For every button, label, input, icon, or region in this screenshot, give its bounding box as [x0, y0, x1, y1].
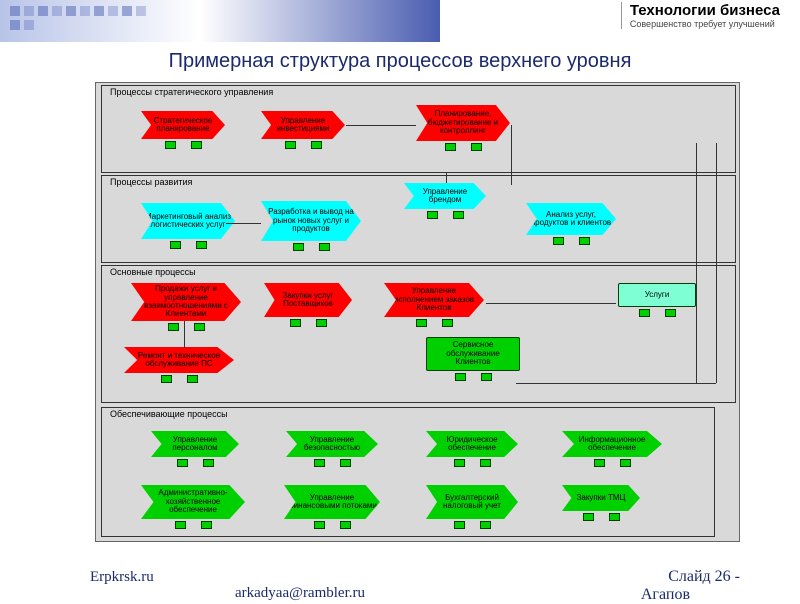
- connector-line: [446, 173, 447, 183]
- status-icon: [340, 459, 351, 467]
- connector-line: [486, 303, 616, 304]
- footer-domain: Erpkrsk.ru: [90, 569, 154, 586]
- process-node-1: Управление инвестициями: [261, 111, 345, 139]
- status-icon: [454, 521, 465, 529]
- status-icon: [583, 513, 594, 521]
- connector-line: [184, 347, 185, 348]
- status-icon: [639, 309, 650, 317]
- process-node-12: Ремонт и техническое обслуживание ПС: [124, 347, 234, 373]
- status-icon: [454, 459, 465, 467]
- banner-squares: [10, 6, 150, 30]
- connector-line: [516, 383, 716, 384]
- process-node-7: Продажи услуг и управление взаимоотношен…: [131, 283, 241, 321]
- process-node-3: Маркетинговый анализ логистических услуг: [141, 203, 235, 239]
- status-icon: [175, 521, 186, 529]
- connector-line: [511, 125, 512, 185]
- status-icon: [340, 521, 351, 529]
- process-node-18: Управление финансовыми потоками: [284, 485, 380, 519]
- status-icon: [416, 319, 427, 327]
- connector-line: [184, 321, 185, 347]
- brand-block: Технологии бизнеса Совершенство требует …: [621, 2, 780, 29]
- section-label: Процессы развития: [110, 177, 192, 187]
- status-icon: [191, 141, 202, 149]
- status-icon: [161, 375, 172, 383]
- process-node-5: Управление брендом: [404, 183, 486, 209]
- process-node-19: Бухгалтерский налоговый учет: [426, 485, 518, 519]
- status-icon: [314, 521, 325, 529]
- status-icon: [427, 211, 438, 219]
- footer-slide: Слайд 26 -: [668, 568, 740, 586]
- process-node-9: Управление исполнением заказов Клиентов: [384, 283, 484, 317]
- status-icon: [579, 237, 590, 245]
- connector-line: [716, 143, 717, 383]
- status-icon: [194, 323, 205, 331]
- status-icon: [620, 459, 631, 467]
- status-icon: [285, 141, 296, 149]
- brand-subtitle: Совершенство требует улучшений: [630, 19, 780, 29]
- status-icon: [203, 459, 214, 467]
- process-node-14: Управление безопасностью: [286, 431, 378, 457]
- status-icon: [480, 459, 491, 467]
- section-label: Процессы стратегического управления: [110, 87, 273, 97]
- status-icon: [201, 521, 212, 529]
- banner: Технологии бизнеса Совершенство требует …: [0, 0, 800, 42]
- status-icon: [442, 319, 453, 327]
- status-icon: [609, 513, 620, 521]
- status-icon: [311, 141, 322, 149]
- status-icon: [177, 459, 188, 467]
- page-title: Примерная структура процессов верхнего у…: [0, 50, 800, 73]
- connector-line: [226, 223, 261, 224]
- status-icon: [293, 243, 304, 251]
- brand-title: Технологии бизнеса: [630, 2, 780, 19]
- footer-email: arkadyaa@rambler.ru: [235, 585, 365, 602]
- status-icon: [165, 141, 176, 149]
- status-icon: [170, 241, 181, 249]
- status-icon: [553, 237, 564, 245]
- process-node-11: Сервисное обслуживание Клиентов: [426, 337, 520, 371]
- status-icon: [455, 373, 466, 381]
- process-node-17: Административно-хозяйственное обеспечени…: [141, 485, 245, 519]
- connector-line: [346, 125, 416, 126]
- status-icon: [480, 521, 491, 529]
- status-icon: [290, 319, 301, 327]
- process-node-16: Информационное обеспечение: [562, 431, 662, 457]
- section-label: Обеспечивающие процессы: [110, 409, 228, 419]
- status-icon: [665, 309, 676, 317]
- footer-author: Агапов: [641, 586, 690, 604]
- status-icon: [445, 143, 456, 151]
- status-icon: [319, 243, 330, 251]
- process-node-0: Стратегическое планирование: [141, 111, 225, 139]
- status-icon: [594, 459, 605, 467]
- status-icon: [187, 375, 198, 383]
- status-icon: [471, 143, 482, 151]
- process-node-8: Закупки услуг Поставщиков: [264, 283, 352, 317]
- status-icon: [481, 373, 492, 381]
- status-icon: [314, 459, 325, 467]
- process-node-20: Закупки ТМЦ: [562, 485, 640, 511]
- process-node-15: Юридическое обеспечение: [426, 431, 518, 457]
- process-node-6: Анализ услуг, продуктов и клиентов: [526, 203, 616, 235]
- process-node-10: Услуги: [618, 283, 696, 307]
- process-node-2: Планирование, бюджетирование и контролли…: [416, 105, 510, 141]
- connector-line: [696, 143, 697, 383]
- status-icon: [316, 319, 327, 327]
- section-label: Основные процессы: [110, 267, 196, 277]
- process-node-13: Управление персоналом: [151, 431, 239, 457]
- status-icon: [453, 211, 464, 219]
- status-icon: [196, 241, 207, 249]
- status-icon: [168, 323, 179, 331]
- process-node-4: Разработка и вывод на рынок новых услуг …: [261, 201, 361, 241]
- process-diagram: Процессы стратегического управления Проце…: [95, 82, 740, 542]
